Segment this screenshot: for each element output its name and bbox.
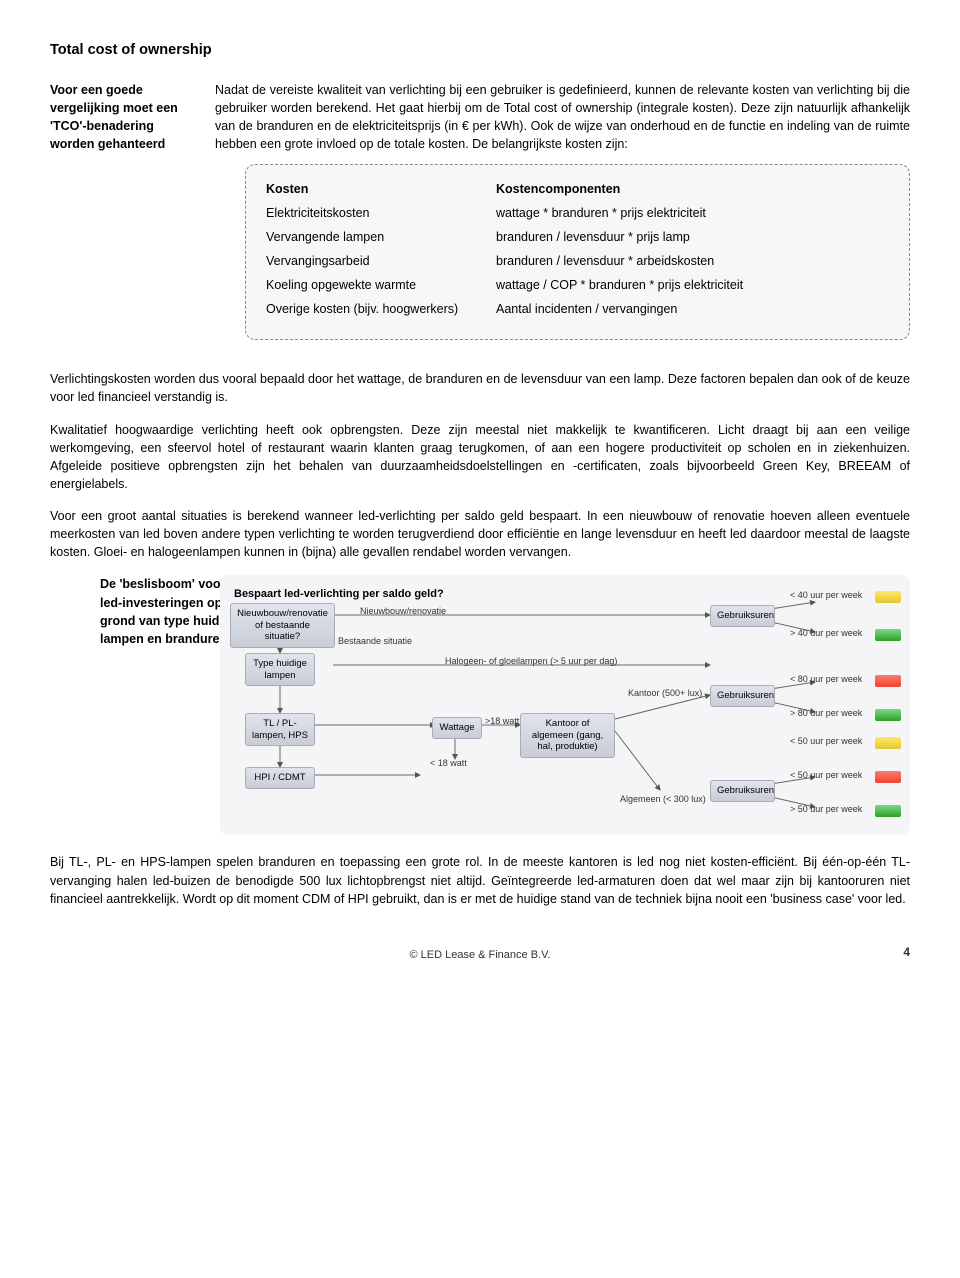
sidebar-note-2: De 'beslisboom' voor led-investeringen o… (100, 575, 240, 648)
outcome-label: > 80 uur per week (790, 707, 862, 720)
indicator-green-icon (875, 709, 901, 721)
outcome-label: < 50 uur per week (790, 769, 862, 782)
outcome-label: < 50 uur per week (790, 735, 862, 748)
flowchart: Bespaart led-verlichting per saldo geld? (220, 575, 910, 835)
para-4: Voor een groot aantal situaties is berek… (50, 507, 910, 561)
indicator-yellow-icon (875, 737, 901, 749)
label-18plus: >18 watt (485, 715, 519, 728)
intro-main: Nadat de vereiste kwaliteit van verlicht… (215, 81, 910, 355)
indicator-red-icon (875, 771, 901, 783)
label-bestaande: Bestaande situatie (338, 635, 412, 648)
label-18min: < 18 watt (430, 757, 467, 770)
label-halogeen: Halogeen- of gloeilampen (> 5 uur per da… (445, 655, 617, 668)
node-wattage: Wattage (432, 717, 482, 738)
costs-table: Kosten Kostencomponenten Elektriciteitsk… (245, 164, 910, 341)
cost-row-left: Elektriciteitskosten (266, 204, 496, 222)
costs-header-left: Kosten (266, 180, 496, 198)
node-kantoor-alg: Kantoor of algemeen (gang, hal, produkti… (520, 713, 615, 757)
node-gebruiksuren-3: Gebruiksuren (710, 780, 775, 801)
page-number: 4 (903, 944, 910, 961)
outcome-label: > 50 uur per week (790, 803, 862, 816)
indicator-green-icon (875, 629, 901, 641)
node-gebruiksuren-1: Gebruiksuren (710, 605, 775, 626)
page-title: Total cost of ownership (50, 40, 910, 61)
costs-header-right: Kostencomponenten (496, 180, 620, 198)
indicator-yellow-icon (875, 591, 901, 603)
intro-section: Voor een goede vergelijking moet een 'TC… (50, 81, 910, 355)
sidebar-note-1: Voor een goede vergelijking moet een 'TC… (50, 81, 190, 355)
para-2: Verlichtingskosten worden dus vooral bep… (50, 370, 910, 406)
label-algemeen: Algemeen (< 300 lux) (620, 793, 706, 806)
indicator-red-icon (875, 675, 901, 687)
flowchart-section: De 'beslisboom' voor led-investeringen o… (50, 575, 910, 835)
footer: © LED Lease & Finance B.V. 4 (50, 948, 910, 964)
indicator-green-icon (875, 805, 901, 817)
para-5: Bij TL-, PL- en HPS-lampen spelen brandu… (50, 853, 910, 907)
cost-row-left: Vervangende lampen (266, 228, 496, 246)
outcome-label: < 80 uur per week (790, 673, 862, 686)
node-situation: Nieuwbouw/renovatie of bestaande situati… (230, 603, 335, 647)
node-gebruiksuren-2: Gebruiksuren (710, 685, 775, 706)
node-type: Type huidige lampen (245, 653, 315, 686)
cost-row-left: Overige kosten (bijv. hoogwerkers) (266, 300, 496, 318)
cost-row-right: wattage * branduren * prijs elektricitei… (496, 204, 706, 222)
para-3: Kwalitatief hoogwaardige verlichting hee… (50, 421, 910, 494)
label-nieuwbouw: Nieuwbouw/renovatie (360, 605, 446, 618)
label-kantoor: Kantoor (500+ lux) (628, 687, 702, 700)
cost-row-right: wattage / COP * branduren * prijs elektr… (496, 276, 743, 294)
outcome-label: < 40 uur per week (790, 589, 862, 602)
cost-row-right: Aantal incidenten / vervangingen (496, 300, 677, 318)
cost-row-right: branduren / levensduur * arbeidskosten (496, 252, 714, 270)
cost-row-left: Vervangingsarbeid (266, 252, 496, 270)
node-hpi: HPI / CDMT (245, 767, 315, 788)
cost-row-right: branduren / levensduur * prijs lamp (496, 228, 690, 246)
outcome-label: > 40 uur per week (790, 627, 862, 640)
node-tl-pl: TL / PL-lampen, HPS (245, 713, 315, 746)
cost-row-left: Koeling opgewekte warmte (266, 276, 496, 294)
footer-copyright: © LED Lease & Finance B.V. (409, 949, 550, 961)
para-intro: Nadat de vereiste kwaliteit van verlicht… (215, 81, 910, 154)
